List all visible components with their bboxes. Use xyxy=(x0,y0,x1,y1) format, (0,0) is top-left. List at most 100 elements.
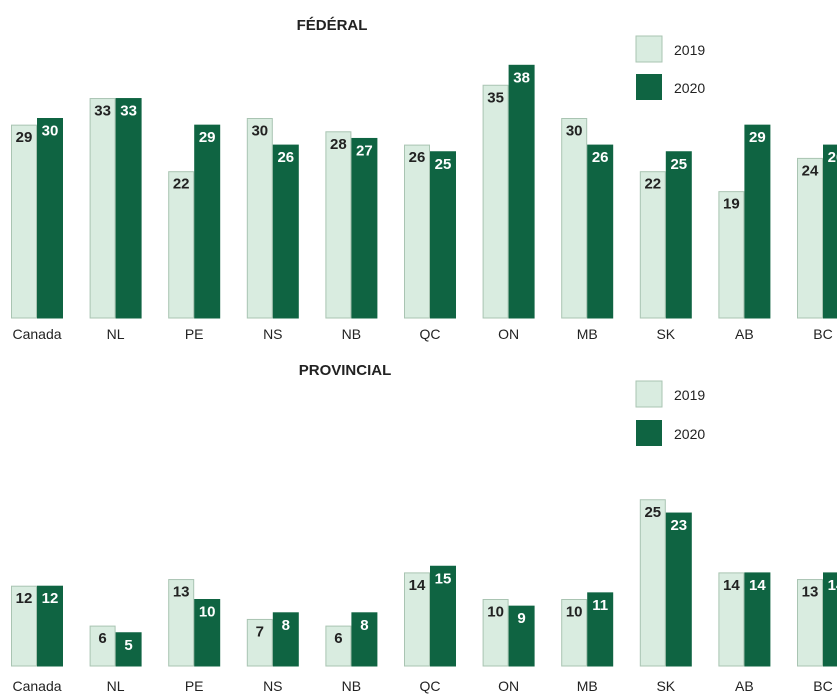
data-label-2020-ab: 14 xyxy=(749,577,766,594)
bar-2020-mb xyxy=(587,144,614,319)
x-tick-label: NL xyxy=(107,326,125,342)
bar-2020-pe xyxy=(194,599,221,667)
bar-2019-canada xyxy=(11,124,37,319)
data-label-2020-canada: 30 xyxy=(42,123,59,140)
bar-2019-nl xyxy=(89,98,116,319)
bar-2020-bc xyxy=(823,572,837,667)
legend-swatch-2019 xyxy=(635,35,663,63)
data-label-2019-nl: 33 xyxy=(94,103,111,120)
data-label-2019-nb: 28 xyxy=(330,136,347,153)
x-tick-label: ON xyxy=(498,326,519,342)
bar-2019-pe xyxy=(168,171,195,319)
x-tick-label: AB xyxy=(735,678,754,694)
bar-2020-ns xyxy=(272,144,299,319)
data-label-2020-pe: 29 xyxy=(199,129,216,146)
x-tick-label: NS xyxy=(263,326,282,342)
legend-label-2019: 2019 xyxy=(674,387,705,403)
data-label-2019-ns: 30 xyxy=(251,123,268,140)
x-tick-label: SK xyxy=(656,326,675,342)
data-label-2020-mb: 11 xyxy=(592,597,608,614)
data-label-2020-canada: 12 xyxy=(42,590,59,607)
x-tick-label: QC xyxy=(420,678,441,694)
data-label-2019-ab: 19 xyxy=(723,196,740,213)
bar-2020-canada xyxy=(37,585,63,667)
bar-2020-mb xyxy=(587,592,614,667)
data-label-2020-sk: 25 xyxy=(670,156,687,173)
bar-2019-nb xyxy=(325,131,352,319)
x-tick-label: SK xyxy=(656,678,675,694)
bar-2019-on xyxy=(482,84,509,319)
data-label-2020-qc: 25 xyxy=(435,156,452,173)
data-label-2019-mb: 10 xyxy=(566,604,583,621)
data-label-2019-nl: 6 xyxy=(98,630,106,647)
bar-2019-ns xyxy=(246,618,273,667)
bar-2019-bc xyxy=(797,157,823,319)
legend: 2019 2020 xyxy=(635,380,705,446)
data-label-2019-ab: 14 xyxy=(723,577,740,594)
data-label-2019-mb: 30 xyxy=(566,123,583,140)
chart-title: PROVINCIAL xyxy=(299,362,392,379)
legend-swatch-2020 xyxy=(636,74,662,100)
x-tick-label: ON xyxy=(498,678,519,694)
data-label-2019-on: 10 xyxy=(487,604,504,621)
bar-2019-qc xyxy=(404,144,430,319)
data-label-2019-bc: 13 xyxy=(802,584,819,601)
x-tick-label: NS xyxy=(263,678,282,694)
data-label-2020-nl: 5 xyxy=(124,637,132,654)
data-label-2019-qc: 26 xyxy=(409,149,426,166)
bar-2019-sk xyxy=(639,171,666,319)
data-label-2020-on: 38 xyxy=(513,69,530,86)
bar-2020-bc xyxy=(823,144,837,319)
data-label-2020-bc: 26 xyxy=(828,149,837,166)
bar-2020-nl xyxy=(115,632,142,667)
data-label-2020-qc: 15 xyxy=(435,570,452,587)
data-label-2020-ns: 26 xyxy=(277,149,294,166)
x-axis-ticks: Canada NL PE NS NB QC ON MB SK AB BC xyxy=(12,326,832,342)
chart-title: FÉDÉRAL xyxy=(297,17,368,34)
data-label-2020-ab: 29 xyxy=(749,129,766,146)
bar-2020-ab xyxy=(744,572,771,667)
data-label-2019-pe: 22 xyxy=(173,176,190,193)
data-label-2020-on: 9 xyxy=(517,610,525,627)
data-label-2020-nl: 33 xyxy=(120,103,137,120)
legend-swatch-2020 xyxy=(636,420,662,446)
data-label-2019-on: 35 xyxy=(487,89,504,106)
bar-2020-nl xyxy=(115,98,142,319)
x-tick-label: NL xyxy=(107,678,125,694)
bar-2019-canada xyxy=(11,585,37,667)
legend-label-2020: 2020 xyxy=(674,80,705,96)
data-label-2019-ns: 7 xyxy=(256,623,264,640)
bar-2020-qc xyxy=(430,565,456,667)
data-label-2020-nb: 8 xyxy=(360,617,368,634)
x-tick-label: Canada xyxy=(12,678,61,694)
data-label-2020-sk: 23 xyxy=(670,517,687,534)
bar-2019-ab xyxy=(718,572,745,667)
x-tick-label: Canada xyxy=(12,326,61,342)
data-label-2019-canada: 29 xyxy=(16,129,33,146)
data-label-2019-sk: 22 xyxy=(644,176,661,193)
data-label-2019-pe: 13 xyxy=(173,584,190,601)
x-tick-label: AB xyxy=(735,326,754,342)
data-label-2020-pe: 10 xyxy=(199,604,216,621)
data-label-2020-bc: 14 xyxy=(828,577,837,594)
x-tick-label: PE xyxy=(185,678,204,694)
bar-2020-canada xyxy=(37,118,63,319)
bar-2020-ab xyxy=(744,124,771,319)
legend-label-2020: 2020 xyxy=(674,426,705,442)
bar-2019-on xyxy=(482,599,509,667)
bar-2020-nb xyxy=(351,612,378,667)
bar-2020-qc xyxy=(430,151,456,319)
bars: 12 12 6 5 13 10 7 8 6 8 14 15 10 9 10 11 25 23 14 14 13 14 xyxy=(11,499,837,667)
x-tick-label: NB xyxy=(342,326,361,342)
x-tick-label: BC xyxy=(813,326,832,342)
data-label-2019-bc: 24 xyxy=(802,162,819,179)
data-label-2019-nb: 6 xyxy=(334,630,342,647)
bar-2020-on xyxy=(508,605,535,667)
x-axis-ticks: Canada NL PE NS NB QC ON MB SK AB BC xyxy=(12,678,832,694)
x-tick-label: MB xyxy=(577,326,598,342)
x-tick-label: PE xyxy=(185,326,204,342)
bar-2019-nl xyxy=(89,625,116,667)
bar-2020-nb xyxy=(351,137,378,319)
bar-2019-sk xyxy=(639,499,666,667)
